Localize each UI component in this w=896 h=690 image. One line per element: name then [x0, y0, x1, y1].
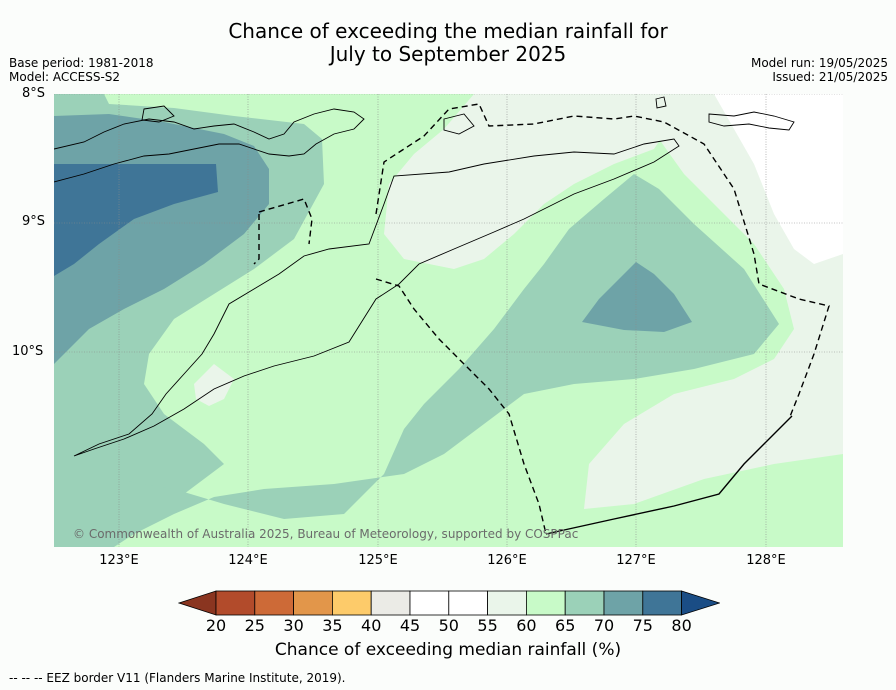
colorbar-arrow-low — [178, 590, 217, 616]
model-run: Model run: 19/05/2025 — [750, 56, 888, 70]
eez-south — [375, 278, 547, 535]
colorbar-cell — [525, 590, 566, 616]
lon-label-128e: 128°E — [746, 553, 786, 568]
colorbar-title: Chance of exceeding median rainfall (%) — [274, 640, 622, 660]
colorbar-cell — [603, 590, 644, 616]
coast-islet-1 — [655, 96, 667, 109]
zone-50-55-northeast — [714, 94, 843, 264]
colorbar-arrow-high — [681, 590, 720, 616]
eez-borders — [253, 103, 830, 535]
colorbar-tick-label: 20 — [205, 616, 227, 635]
colorbar-cell — [448, 590, 488, 616]
colorbar-cells — [178, 590, 720, 616]
coast-wetar — [443, 113, 475, 135]
meta-left: Base period: 1981-2018 Model: ACCESS-S2 — [9, 56, 154, 84]
colorbar-tick-label: 75 — [632, 616, 653, 635]
coast-alor — [141, 105, 175, 123]
colorbar-tick-label: 40 — [361, 616, 382, 635]
colorbar-cell — [487, 590, 527, 616]
eez-solid-south — [545, 415, 793, 535]
colorbar-cell — [254, 590, 295, 616]
rainfall-map — [54, 94, 843, 547]
colorbar — [178, 590, 720, 616]
lon-label-127e: 127°E — [616, 553, 656, 568]
coast-flores-east — [54, 108, 365, 183]
colorbar-tick-label: 35 — [322, 616, 343, 635]
colorbar-tick-label: 25 — [244, 616, 265, 635]
colorbar-tick-label: 65 — [555, 616, 576, 635]
colorbar-cell — [331, 590, 372, 616]
lat-label-8s: 8°S — [22, 86, 46, 101]
colorbar-tick-label: 70 — [593, 616, 615, 635]
copyright-notice: © Commonwealth of Australia 2025, Bureau… — [73, 527, 579, 541]
lat-label-9s: 9°S — [22, 214, 46, 229]
title-line-1: Chance of exceeding the median rainfall … — [228, 19, 668, 43]
eez-footnote: -- -- -- EEZ border V11 (Flanders Marine… — [9, 671, 346, 685]
base-period: Base period: 1981-2018 — [9, 56, 154, 70]
colorbar-cell — [215, 590, 256, 616]
lon-label-123e: 123°E — [99, 553, 139, 568]
colorbar-tick-label: 55 — [477, 616, 498, 635]
eez-north — [375, 103, 830, 420]
lon-label-126e: 126°E — [487, 553, 527, 568]
colorbar-cell — [370, 590, 411, 616]
meta-right: Model run: 19/05/2025 Issued: 21/05/2025 — [751, 56, 888, 84]
colorbar-cell — [564, 590, 605, 616]
eez-enclave — [253, 198, 313, 265]
colorbar-tick-label: 60 — [516, 616, 537, 635]
zone-65-70-south — [54, 174, 779, 547]
colorbar-tick-label: 50 — [438, 616, 459, 635]
lon-label-125e: 125°E — [358, 553, 398, 568]
colorbar-cell — [642, 590, 682, 616]
zone-70-75-central — [582, 262, 692, 332]
issued-date: Issued: 21/05/2025 — [772, 70, 888, 84]
colorbar-tick-label: 45 — [399, 616, 421, 635]
zone-55-60-north — [384, 94, 674, 269]
colorbar-cell — [409, 590, 450, 616]
lon-label-124e: 124°E — [228, 553, 268, 568]
colorbar-tick-label: 80 — [671, 616, 692, 635]
map-title: Chance of exceeding the median rainfall … — [0, 20, 896, 66]
title-line-2: July to September 2025 — [329, 42, 567, 66]
coast-island-east — [708, 111, 795, 131]
lat-label-10s: 10°S — [12, 344, 44, 359]
model-name: Model: ACCESS-S2 — [9, 70, 121, 84]
coastlines — [54, 96, 795, 457]
colorbar-cell — [293, 590, 333, 616]
zone-75-80-core — [54, 164, 218, 276]
coast-timor — [73, 138, 680, 457]
colorbar-tick-label: 30 — [283, 616, 304, 635]
